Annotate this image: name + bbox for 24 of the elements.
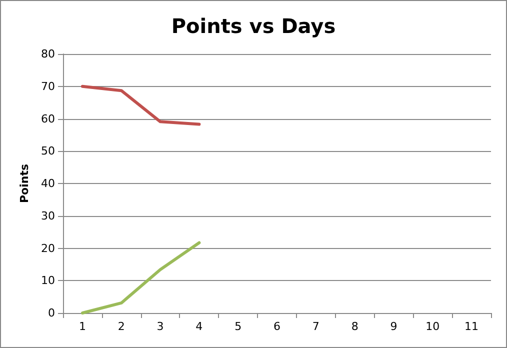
x-tick-label: 5 <box>234 320 242 333</box>
y-tick-label: 50 <box>41 144 55 158</box>
y-tick-label: 0 <box>48 306 55 320</box>
x-tick-label: 9 <box>390 320 398 333</box>
line-series <box>80 84 201 126</box>
x-tick-label: 10 <box>426 320 440 333</box>
line-series <box>80 241 201 314</box>
chart-title: Points vs Days <box>171 14 336 38</box>
y-tick-label: 10 <box>41 274 55 288</box>
y-tick-label: 20 <box>41 242 55 255</box>
x-tick-label: 7 <box>312 320 320 333</box>
x-tick-label: 4 <box>196 320 203 333</box>
y-tick-label: 60 <box>41 112 55 126</box>
x-tick-label: 11 <box>464 320 479 333</box>
x-tick-label: 6 <box>274 320 280 333</box>
y-tick-label: 80 <box>41 48 55 60</box>
y-tick-label: 70 <box>41 80 55 93</box>
y-tick-label: 30 <box>41 209 55 222</box>
x-tick-label: 2 <box>118 320 125 333</box>
x-tick-label: 3 <box>156 320 164 333</box>
y-tick-label: 40 <box>41 177 55 190</box>
x-tick-label: 8 <box>351 320 358 333</box>
x-tick-label: 1 <box>78 320 86 333</box>
y-axis-title: Points <box>18 164 32 204</box>
